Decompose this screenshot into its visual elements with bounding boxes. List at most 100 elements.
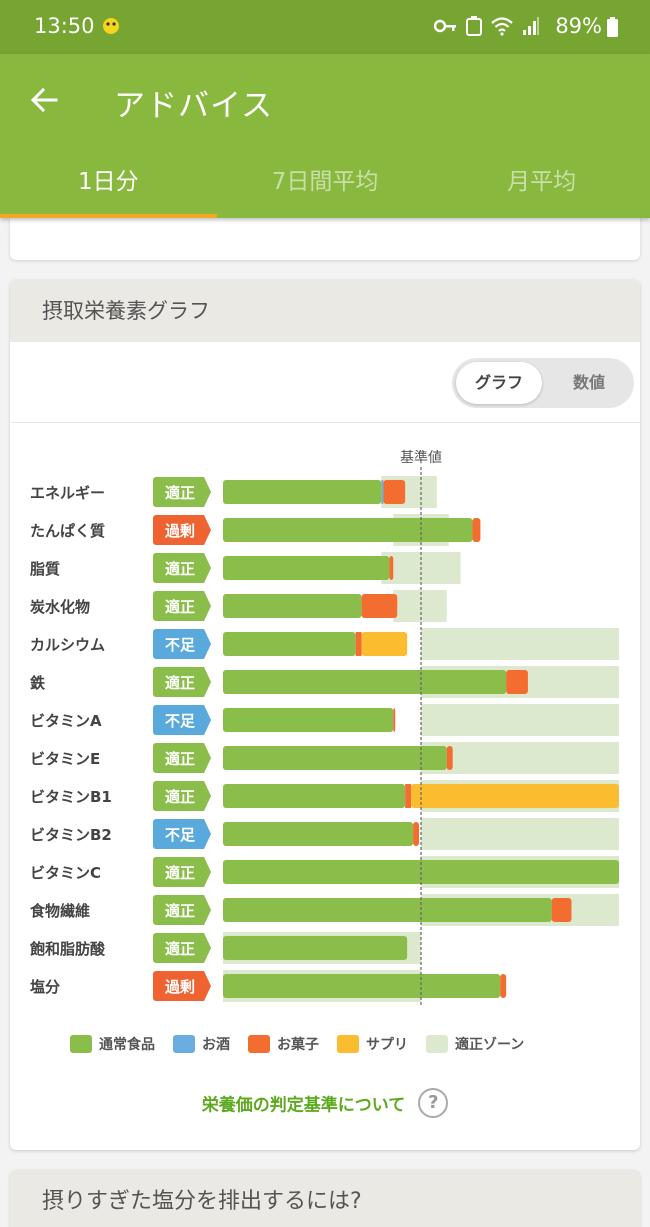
- status-badge-text: 適正: [165, 902, 195, 920]
- nutrient-graph-card: 摂取栄養素グラフ グラフ 数値 エネルギー 適正 たんぱく質 過剰 脂質 適正 炭水化物 適正…: [10, 280, 640, 1150]
- status-badge-text: 不足: [165, 826, 196, 844]
- bar-normal: [223, 898, 552, 922]
- legend-item-alcohol: お酒: [173, 1034, 230, 1054]
- reference-label: 基準値: [400, 449, 442, 466]
- card-title: 摂取栄養素グラフ: [10, 280, 640, 342]
- zone-bar: [421, 628, 619, 660]
- nutrient-label: ビタミンE: [30, 750, 100, 768]
- bar-alcohol: [381, 480, 384, 504]
- status-badge: [153, 591, 211, 621]
- status-badge-text: 適正: [165, 484, 195, 502]
- nutrient-label: 飽和脂肪酸: [29, 940, 106, 958]
- status-badge-text: 適正: [165, 750, 195, 768]
- zone-bar: [421, 818, 619, 850]
- nutrient-label: 塩分: [30, 978, 60, 996]
- notification-icon: [103, 18, 119, 34]
- wifi-icon: [491, 17, 513, 36]
- bar-normal: [223, 556, 390, 580]
- nutrient-label: 鉄: [30, 674, 45, 692]
- status-badge: [153, 857, 211, 887]
- legend-item-sweets: お菓子: [248, 1034, 319, 1054]
- bar-normal: [223, 594, 362, 618]
- status-badge-text: 適正: [165, 560, 195, 578]
- tab-7day-average[interactable]: 7日間平均: [271, 169, 379, 195]
- toggle-numeric-button[interactable]: 数値: [572, 373, 605, 392]
- previous-card: [10, 218, 640, 260]
- bar-sweets: [413, 822, 420, 846]
- status-time: 13:50: [34, 14, 95, 38]
- bar-sweets: [389, 556, 394, 580]
- status-badge: [153, 477, 211, 507]
- bar-normal: [223, 480, 382, 504]
- status-badge-text: 過剰: [164, 522, 195, 540]
- salt-advice-card[interactable]: 摂りすぎた塩分を排出するには?: [10, 1170, 640, 1227]
- signal-icon: [523, 17, 539, 35]
- bar-sweets: [361, 594, 398, 618]
- bar-sweets: [506, 670, 528, 694]
- battery-icon: [607, 17, 618, 37]
- nutrient-label: 炭水化物: [30, 598, 90, 616]
- status-icons: [434, 16, 540, 36]
- nutrient-label: ビタミンB1: [30, 788, 112, 806]
- status-bar: 13:50 89%: [0, 0, 650, 54]
- status-badge: [153, 895, 211, 925]
- status-badge-text: 不足: [165, 636, 196, 654]
- divider: [10, 422, 640, 423]
- nutrient-label: カルシウム: [30, 636, 105, 654]
- legend-label: 通常食品: [99, 1037, 155, 1053]
- legend-label: お菓子: [277, 1037, 319, 1053]
- legend-item-supplement: サプリ: [337, 1034, 408, 1054]
- bar-sweets: [355, 632, 362, 656]
- battery-percent: 89%: [555, 14, 602, 38]
- zone-bar: [421, 742, 619, 774]
- legend-item-zone: 適正ゾーン: [426, 1034, 524, 1054]
- nutrient-label: 脂質: [30, 560, 60, 578]
- status-badge: [153, 705, 211, 735]
- status-badge-text: 不足: [165, 712, 196, 730]
- back-arrow-icon[interactable]: [28, 84, 60, 116]
- view-toggle: グラフ 数値: [452, 358, 634, 408]
- bar-supplement: [361, 632, 408, 656]
- bar-normal: [223, 746, 447, 770]
- legend-label: サプリ: [366, 1037, 408, 1053]
- legend-swatch-normal: [70, 1035, 92, 1053]
- status-badge: [153, 743, 211, 773]
- tab-1day[interactable]: 1日分: [0, 154, 217, 218]
- criteria-row: 栄養価の判定基準について ?: [10, 1088, 640, 1118]
- nutrient-label: ビタミンA: [30, 712, 102, 730]
- tab-monthly-average[interactable]: 月平均: [507, 169, 577, 195]
- chart-legend: 通常食品 お酒 お菓子 サプリ 適正ゾーン: [70, 1034, 524, 1054]
- status-badge: [153, 667, 211, 697]
- status-badge: [153, 629, 211, 659]
- recycle-icon: [466, 16, 482, 36]
- status-badge-text: 適正: [165, 940, 195, 958]
- legend-label: お酒: [202, 1037, 230, 1053]
- nutrient-label: ビタミンC: [30, 864, 101, 882]
- period-tabs: 1日分 7日間平均 月平均: [0, 154, 650, 218]
- bar-sweets: [446, 746, 453, 770]
- bar-sweets: [393, 708, 396, 732]
- bar-supplement: [411, 784, 619, 808]
- legend-swatch-zone: [426, 1035, 448, 1053]
- status-badge-text: 適正: [165, 864, 195, 882]
- legend-swatch-alcohol: [173, 1035, 195, 1053]
- status-badge: [153, 819, 211, 849]
- toggle-graph-button[interactable]: グラフ: [456, 362, 542, 404]
- criteria-link[interactable]: 栄養価の判定基準について: [201, 1095, 406, 1116]
- help-icon[interactable]: ?: [418, 1088, 449, 1118]
- bar-sweets: [472, 518, 481, 542]
- legend-swatch-supplement: [337, 1035, 359, 1053]
- bar-normal: [223, 670, 507, 694]
- salt-advice-title: 摂りすぎた塩分を排出するには?: [42, 1189, 362, 1214]
- bar-normal: [223, 784, 406, 808]
- bar-normal: [223, 822, 414, 846]
- bar-normal: [223, 708, 394, 732]
- bar-sweets: [500, 974, 507, 998]
- nutrient-label: 食物繊維: [30, 902, 90, 920]
- status-badge: [153, 781, 211, 811]
- bar-normal: [223, 518, 473, 542]
- legend-label: 適正ゾーン: [455, 1037, 525, 1053]
- status-badge-text: 過剰: [164, 978, 195, 996]
- bar-normal: [223, 974, 501, 998]
